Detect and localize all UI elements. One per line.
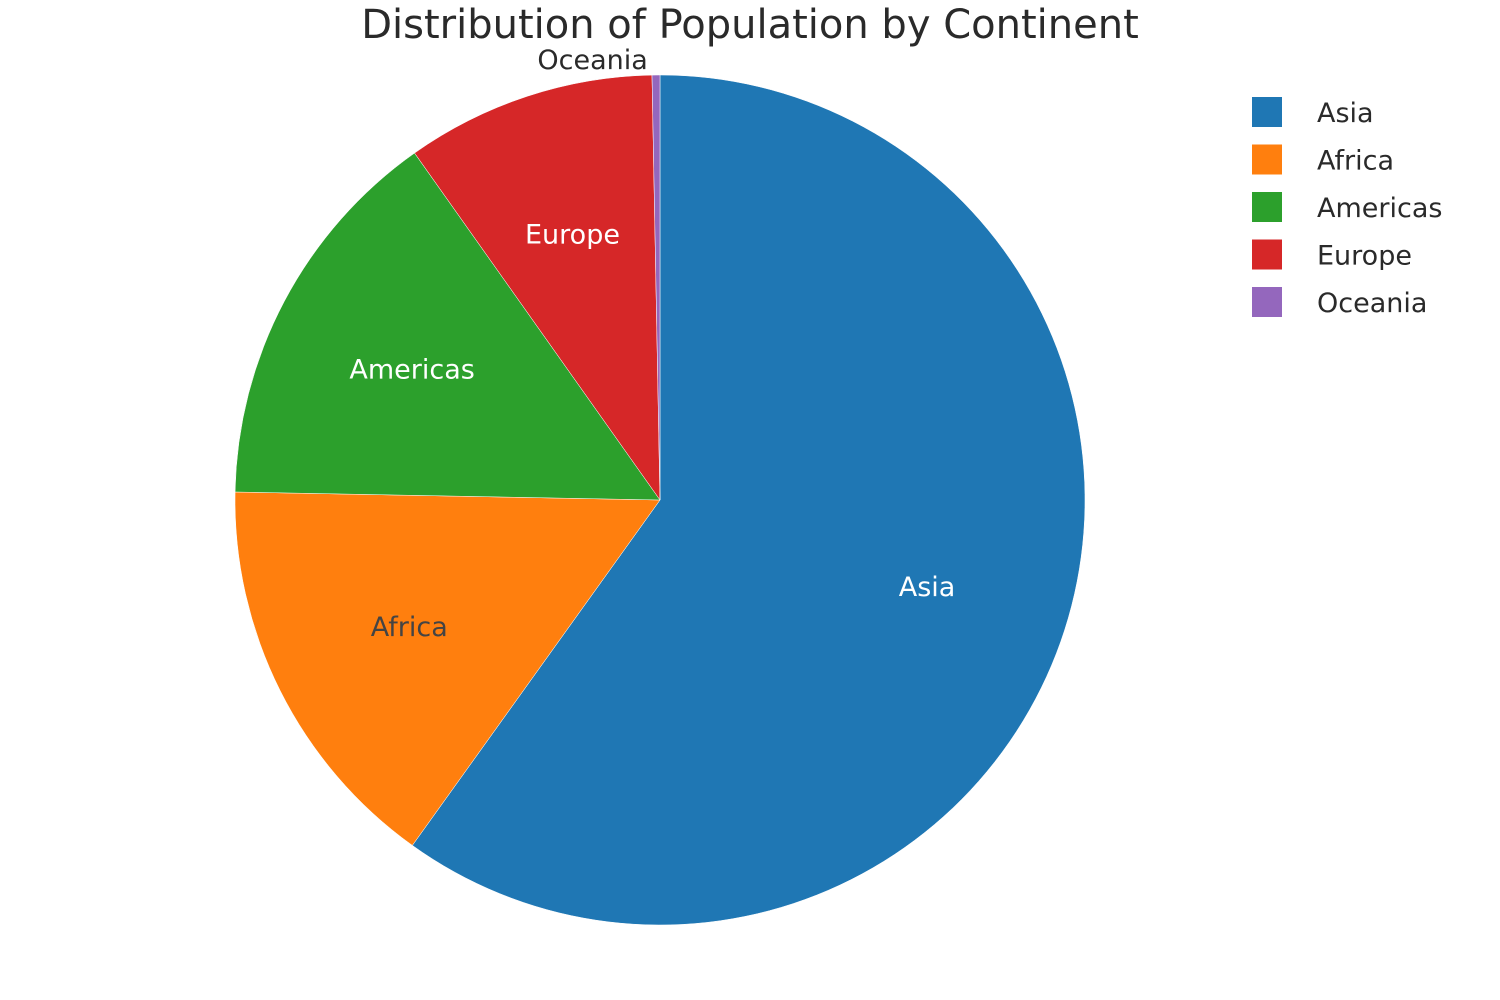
legend-item-europe[interactable]: Europe [1252,239,1412,272]
pie-slices [234,74,1086,926]
chart-title: Distribution of Population by Continent [361,2,1139,48]
legend-swatch-asia [1252,97,1282,127]
legend-swatch-americas [1252,192,1282,222]
legend-swatch-europe [1252,239,1282,270]
legend-item-africa[interactable]: Africa [1252,144,1394,177]
legend-label-europe: Europe [1317,241,1412,272]
legend-swatch-africa [1252,144,1282,175]
legend-label-oceania: Oceania [1317,288,1427,319]
legend-item-asia[interactable]: Asia [1252,97,1374,129]
legend-item-oceania[interactable]: Oceania [1252,287,1427,319]
legend[interactable]: Asia Africa Americas Europe Oceania [1252,97,1442,319]
slice-label-americas: Americas [349,355,474,386]
slice-label-africa: Africa [371,612,448,643]
slice-label-europe: Europe [525,220,620,251]
pie-slice-americas[interactable] [234,152,661,501]
legend-label-africa: Africa [1317,146,1394,177]
pie-slice-oceania[interactable] [651,74,661,501]
legend-item-americas[interactable]: Americas [1252,192,1442,224]
pie-slice-africa[interactable] [234,491,661,846]
legend-label-americas: Americas [1317,193,1442,224]
pie-slice-labels: Asia Africa Americas Europe Oceania [349,45,955,643]
slice-label-asia: Asia [899,572,956,603]
pie-slice-asia[interactable] [412,74,1086,926]
legend-label-asia: Asia [1317,98,1374,129]
pie-slice-europe[interactable] [414,74,661,501]
legend-swatch-oceania [1252,287,1282,317]
slice-label-oceania: Oceania [537,45,647,76]
